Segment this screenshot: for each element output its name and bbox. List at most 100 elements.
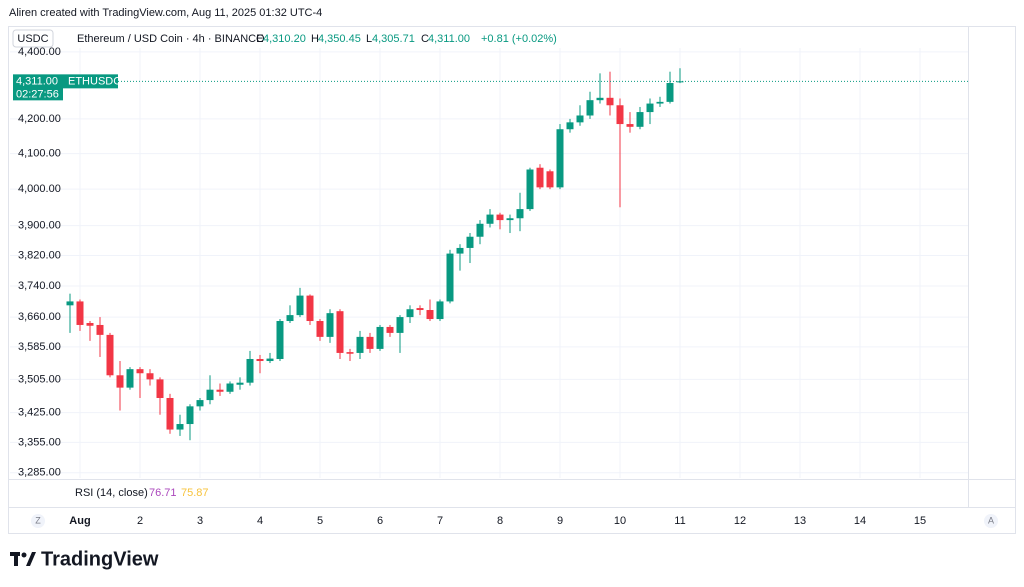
candle-body bbox=[496, 214, 504, 221]
x-tick-label: Aug bbox=[69, 515, 90, 527]
candle-body bbox=[546, 171, 554, 188]
candle-body bbox=[556, 129, 564, 188]
candle-body bbox=[76, 301, 84, 325]
candle-body bbox=[66, 301, 74, 306]
brand: TradingView bbox=[41, 548, 159, 570]
rsi-value: 76.71 bbox=[149, 487, 177, 499]
candle-body bbox=[366, 336, 374, 349]
candle-body bbox=[466, 236, 474, 248]
x-tick-label: 7 bbox=[437, 515, 443, 527]
candle-body bbox=[656, 101, 664, 104]
candle-body bbox=[586, 100, 594, 116]
countdown: 02:27:56 bbox=[16, 88, 59, 100]
candle-body bbox=[116, 375, 124, 388]
candle-body bbox=[576, 115, 584, 123]
ohlc-key: L bbox=[366, 33, 372, 45]
ohlc-value: 4,305.71 bbox=[372, 33, 415, 45]
candle-body bbox=[186, 406, 194, 425]
y-tick-label: 3,585.00 bbox=[18, 341, 61, 353]
ohlc-value: 4,310.20 bbox=[263, 33, 306, 45]
x-tick-label: 11 bbox=[674, 515, 685, 527]
symbol-tag-box[interactable] bbox=[12, 29, 54, 48]
candle-body bbox=[416, 308, 424, 311]
candle-body bbox=[266, 358, 274, 362]
x-tick-label: 3 bbox=[197, 515, 203, 527]
y-tick-label: 3,425.00 bbox=[18, 407, 61, 419]
candle-body bbox=[396, 317, 404, 333]
candle-body bbox=[226, 383, 234, 392]
scale-button[interactable] bbox=[31, 514, 45, 528]
x-tick-label: 6 bbox=[377, 515, 383, 527]
candle-body bbox=[316, 321, 324, 337]
candle-body bbox=[166, 397, 174, 430]
y-tick-label: 4,400.00 bbox=[18, 46, 61, 58]
candle-body bbox=[626, 124, 634, 127]
candle-body bbox=[406, 309, 414, 318]
candle-body bbox=[606, 97, 614, 106]
logo-icon bbox=[10, 552, 36, 566]
candle-body bbox=[376, 326, 384, 349]
candle-body bbox=[126, 369, 134, 388]
scale-button-label[interactable]: Z bbox=[35, 515, 41, 525]
candle-body bbox=[566, 122, 574, 130]
x-tick-label: 9 bbox=[557, 515, 563, 527]
candle-body bbox=[156, 379, 164, 398]
candle-body bbox=[596, 97, 604, 101]
x-tick-label: 13 bbox=[794, 515, 806, 527]
x-tick-label: 2 bbox=[137, 515, 143, 527]
candles bbox=[66, 68, 684, 441]
y-tick-label: 3,660.00 bbox=[18, 311, 61, 323]
candle-body bbox=[516, 209, 524, 219]
candle-body bbox=[526, 169, 534, 210]
candle-body bbox=[436, 301, 444, 320]
candle-body bbox=[276, 321, 284, 359]
chart-frame bbox=[8, 26, 1016, 534]
candle-body bbox=[96, 324, 104, 335]
y-tick-label: 3,285.00 bbox=[18, 467, 61, 479]
ohlc-key: O bbox=[256, 33, 265, 45]
candle-body bbox=[636, 112, 644, 127]
y-tick-label: 3,740.00 bbox=[18, 280, 61, 292]
scale-button-label[interactable]: A bbox=[988, 515, 994, 525]
ohlc-value: 4,350.45 bbox=[318, 33, 361, 45]
candle-body bbox=[676, 81, 684, 83]
candle-body bbox=[176, 424, 184, 430]
candle-body bbox=[326, 313, 334, 337]
candle-body bbox=[246, 358, 254, 383]
change: +0.81 (+0.02%) bbox=[481, 33, 557, 45]
symbol-label-box bbox=[63, 74, 118, 89]
rsi-name: RSI (14, close) bbox=[75, 487, 148, 499]
candle-body bbox=[346, 352, 354, 354]
y-tick-label: 4,000.00 bbox=[18, 183, 61, 195]
x-tick-label: 8 bbox=[497, 515, 503, 527]
y-tick-label: 3,900.00 bbox=[18, 220, 61, 232]
scale-button[interactable] bbox=[984, 514, 998, 528]
symbol-tag[interactable]: USDC bbox=[17, 33, 48, 45]
candle-body bbox=[476, 223, 484, 237]
candle-body bbox=[506, 218, 514, 221]
candle-body bbox=[236, 382, 244, 385]
y-tick-label: 4,100.00 bbox=[18, 148, 61, 160]
candle-body bbox=[306, 295, 314, 322]
candle-body bbox=[536, 167, 544, 188]
time-scale: Aug 2 3 4 5 6 7 8 9 10 11 12 13 14 15 bbox=[69, 515, 926, 527]
x-tick-label: 15 bbox=[914, 515, 926, 527]
candle-body bbox=[286, 315, 294, 322]
y-tick-label: 3,355.00 bbox=[18, 436, 61, 448]
x-tick-label: 4 bbox=[257, 515, 263, 527]
ohlc-key: C bbox=[421, 33, 429, 45]
ohlc-key: H bbox=[311, 33, 319, 45]
candle-body bbox=[206, 389, 214, 401]
candle-body bbox=[486, 214, 494, 224]
candle-body bbox=[616, 105, 624, 125]
candle-body bbox=[446, 253, 454, 302]
y-tick-label: 3,820.00 bbox=[18, 249, 61, 261]
candle-body bbox=[256, 358, 264, 362]
legend-title: Ethereum / USD Coin · 4h · BINANCE bbox=[77, 33, 263, 45]
candle-body bbox=[456, 247, 464, 254]
candle-body bbox=[136, 369, 144, 374]
ohlc-value: 4,311.00 bbox=[428, 33, 470, 45]
